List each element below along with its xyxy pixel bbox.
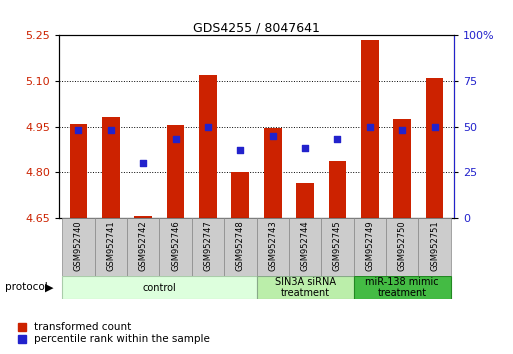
Text: GSM952743: GSM952743 [268,221,277,272]
Bar [393,119,411,218]
Bar [62,276,256,299]
Text: GSM952740: GSM952740 [74,221,83,271]
Point [107,127,115,133]
Text: GSM952751: GSM952751 [430,221,439,271]
Bar [167,125,185,218]
Bar [192,218,224,276]
Text: GSM952742: GSM952742 [139,221,148,271]
Text: SIN3A siRNA
treatment: SIN3A siRNA treatment [274,277,336,298]
Legend: transformed count, percentile rank within the sample: transformed count, percentile rank withi… [15,320,212,347]
Bar [426,78,443,218]
Point [204,124,212,130]
Bar [94,218,127,276]
Text: GSM952750: GSM952750 [398,221,407,271]
Bar [70,124,87,218]
Text: GSM952745: GSM952745 [333,221,342,271]
Bar [102,118,120,218]
Point [301,145,309,151]
Bar [231,172,249,218]
Bar [386,218,419,276]
Bar [256,276,353,299]
Text: miR-138 mimic
treatment: miR-138 mimic treatment [365,277,439,298]
Point [366,124,374,130]
Bar [328,161,346,218]
Text: GSM952741: GSM952741 [106,221,115,271]
Bar [134,216,152,218]
Bar [321,218,353,276]
Text: control: control [143,282,176,293]
Text: GSM952749: GSM952749 [365,221,374,271]
Bar [296,183,314,218]
Bar [256,218,289,276]
Point [139,160,147,166]
Bar [224,218,256,276]
Bar [199,75,217,218]
Point [269,133,277,138]
Bar [62,218,94,276]
Text: GSM952746: GSM952746 [171,221,180,272]
Point [398,127,406,133]
Bar [160,218,192,276]
Point [430,124,439,130]
Bar [353,218,386,276]
Bar [127,218,160,276]
Text: ▶: ▶ [45,282,54,292]
Point [236,147,244,153]
Text: GSM952747: GSM952747 [204,221,212,272]
Bar [289,218,321,276]
Point [171,137,180,142]
Bar [361,40,379,218]
Text: GSM952744: GSM952744 [301,221,309,271]
Point [333,137,342,142]
Point [74,127,83,133]
Text: protocol: protocol [5,282,48,292]
Bar [264,128,282,218]
Bar [419,218,451,276]
Bar [353,276,451,299]
Title: GDS4255 / 8047641: GDS4255 / 8047641 [193,21,320,34]
Text: GSM952748: GSM952748 [236,221,245,272]
